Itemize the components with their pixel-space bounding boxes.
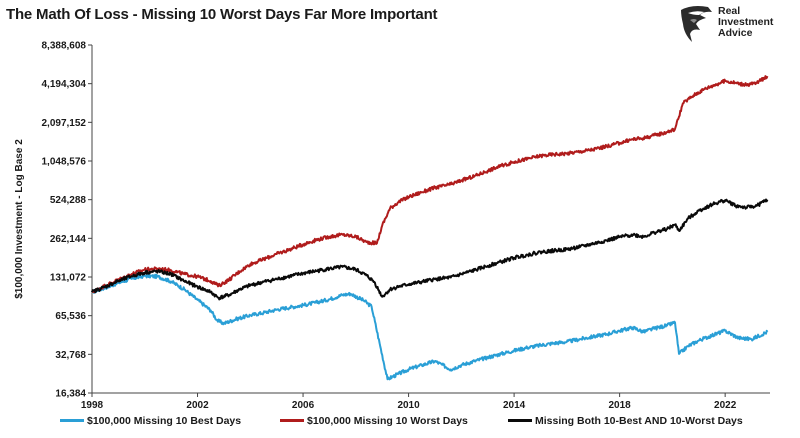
logo-text: Real Investment Advice [718, 6, 773, 39]
series-lines [91, 75, 769, 381]
y-tick-label: 4,194,304 [42, 79, 87, 90]
y-axis-label-group: $100,000 Investment - Log Base 2 [14, 139, 25, 299]
y-tick-label: 32,768 [55, 350, 86, 361]
y-tick-label: 16,384 [55, 389, 86, 400]
x-tick-label: 2010 [397, 400, 420, 411]
series-line-1 [91, 273, 769, 381]
logo: Real Investment Advice [678, 4, 796, 44]
logo-line-1: Real [718, 5, 741, 17]
eagle-head-icon [681, 6, 712, 42]
y-tick-label: 2,097,152 [42, 118, 87, 129]
chart-title: The Math Of Loss - Missing 10 Worst Days… [6, 6, 438, 23]
y-tick-label: 65,536 [55, 311, 86, 322]
y-tick-label: 8,388,608 [42, 41, 87, 52]
y-tick-label: 262,144 [50, 234, 87, 245]
y-tick-label: 524,288 [50, 195, 87, 206]
y-axis-label: $100,000 Investment - Log Base 2 [14, 139, 25, 299]
series-line-3 [91, 198, 769, 301]
x-tick-label: 2002 [186, 400, 209, 411]
x-tick-label: 2006 [292, 400, 315, 411]
x-ticks: 1998 2002 2006 2010 2014 2018 2022 [81, 393, 737, 411]
logo-line-3: Advice [718, 27, 753, 39]
y-ticks: 16,384 32,768 65,536 131,072 262,144 524,288 1… [42, 41, 92, 400]
x-tick-label: 2014 [503, 400, 526, 411]
x-tick-label: 2018 [609, 400, 632, 411]
y-tick-label: 1,048,576 [42, 157, 87, 168]
series-line-2 [91, 75, 769, 294]
x-tick-label: 2022 [714, 400, 737, 411]
legend-label-1: $100,000 Missing 10 Best Days [87, 415, 241, 427]
axes [91, 45, 770, 394]
x-tick-label: 1998 [81, 400, 104, 411]
legend-label-3: Missing Both 10-Best AND 10-Worst Days [535, 415, 743, 427]
logo-line-2: Investment [718, 16, 774, 28]
legend-label-2: $100,000 Missing 10 Worst Days [307, 415, 468, 427]
legend: $100,000 Missing 10 Best Days $100,000 Mi… [60, 415, 743, 427]
y-tick-label: 131,072 [50, 273, 87, 284]
